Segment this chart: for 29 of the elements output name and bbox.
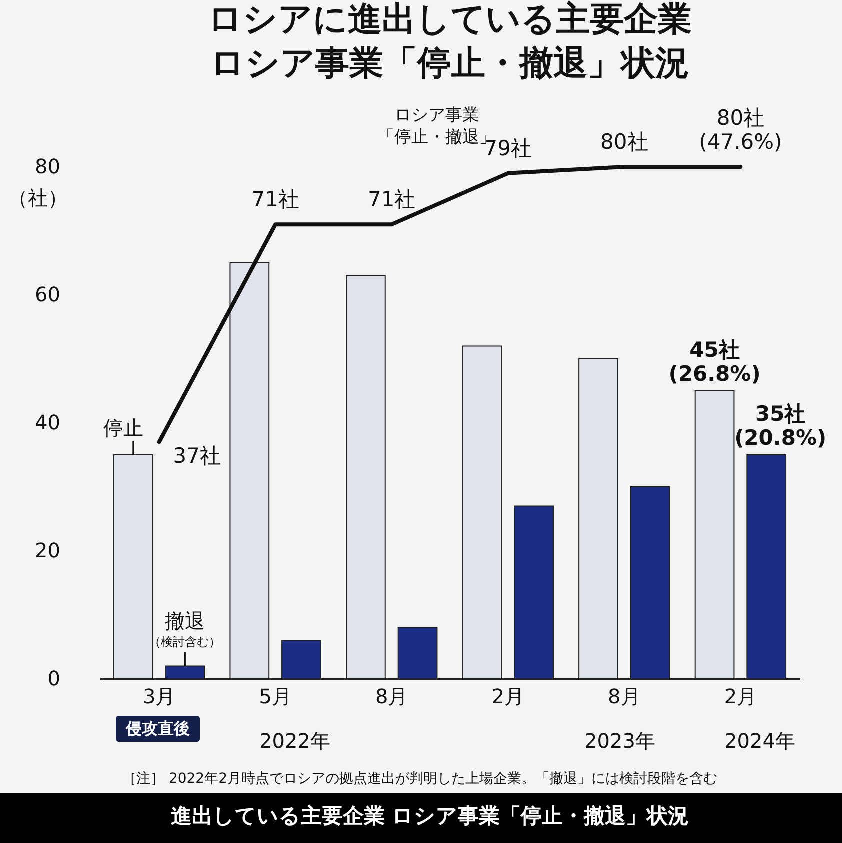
data-label: 35社(20.8%)	[734, 402, 827, 450]
x-tick-label: 8月	[608, 684, 641, 708]
text: 侵攻直後	[125, 719, 190, 738]
x-tick-label: 2月	[492, 684, 525, 708]
y-tick-label: 0	[48, 666, 60, 690]
y-tick-label: 20	[35, 538, 60, 562]
text: 進出している主要企業 ロシア事業「停止・撤退」状況	[170, 804, 690, 828]
series-label: 撤退	[165, 609, 206, 634]
text: 2022年	[260, 729, 330, 753]
series-label: 停止	[103, 416, 144, 440]
data-label: 71社	[368, 188, 416, 212]
y-tick-label: 80	[35, 154, 60, 178]
data-label: 71社	[252, 188, 300, 212]
x-tick-label: 8月	[375, 684, 408, 708]
y-tick-label: 60	[35, 282, 60, 306]
x-tick-label: 5月	[259, 684, 292, 708]
y-tick-label: 40	[35, 410, 60, 434]
text: 2024年	[724, 729, 796, 753]
data-label: 45社(26.8%)	[668, 338, 761, 386]
text: ［注］ 2022年2月時点でロシアの拠点進出が判明した上場企業。「撤退」には検討段階を含む	[122, 771, 718, 787]
data-label: 80社	[600, 130, 648, 154]
annotation: （検討含む）	[149, 635, 222, 650]
text: 2023年	[584, 729, 656, 753]
x-tick-label: 3月	[142, 684, 176, 708]
data-label: 37社	[173, 444, 222, 468]
x-tick-label: 2月	[724, 684, 758, 708]
data-label: 80社(47.6%)	[699, 106, 782, 154]
y-axis-title: （社）	[8, 186, 68, 210]
chart-title: ロシアに進出している主要企業ロシア事業「停止・撤退」状況	[208, 0, 692, 84]
